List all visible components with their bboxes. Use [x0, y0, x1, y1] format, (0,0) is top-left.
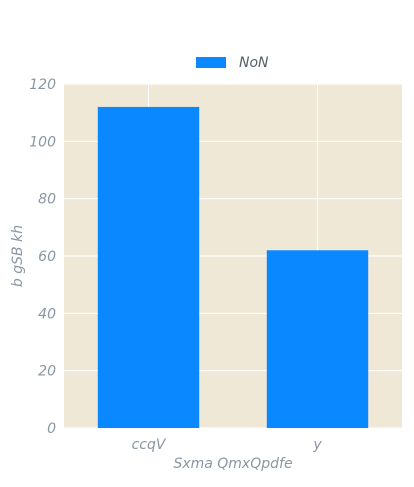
x-tick-label-0: ccqV: [132, 437, 167, 453]
y-tick-label-5: 100: [29, 134, 56, 150]
y-tick-label-4: 80: [38, 192, 56, 208]
x-axis-title: Sxma QmxQpdfe: [173, 456, 292, 472]
bar-ccqV: [97, 106, 200, 428]
bar-y: [266, 250, 369, 428]
y-tick-label-3: 60: [38, 249, 56, 265]
y-tick-label-6: 120: [29, 77, 56, 93]
y-tick-label-0: 0: [47, 421, 56, 437]
y-axis-title: b gSB kh: [10, 225, 26, 287]
bars: [97, 106, 369, 428]
legend: NoN: [196, 55, 269, 71]
y-tick-label-1: 20: [38, 364, 56, 380]
x-tick-label-1: y: [312, 437, 322, 453]
legend-label-non: NoN: [239, 55, 269, 71]
legend-swatch: [196, 57, 226, 68]
x-tick-labels: ccqV y: [132, 437, 323, 453]
y-tick-label-2: 40: [38, 306, 56, 322]
y-tick-labels: 0 20 40 60 80 100 120: [29, 77, 56, 437]
